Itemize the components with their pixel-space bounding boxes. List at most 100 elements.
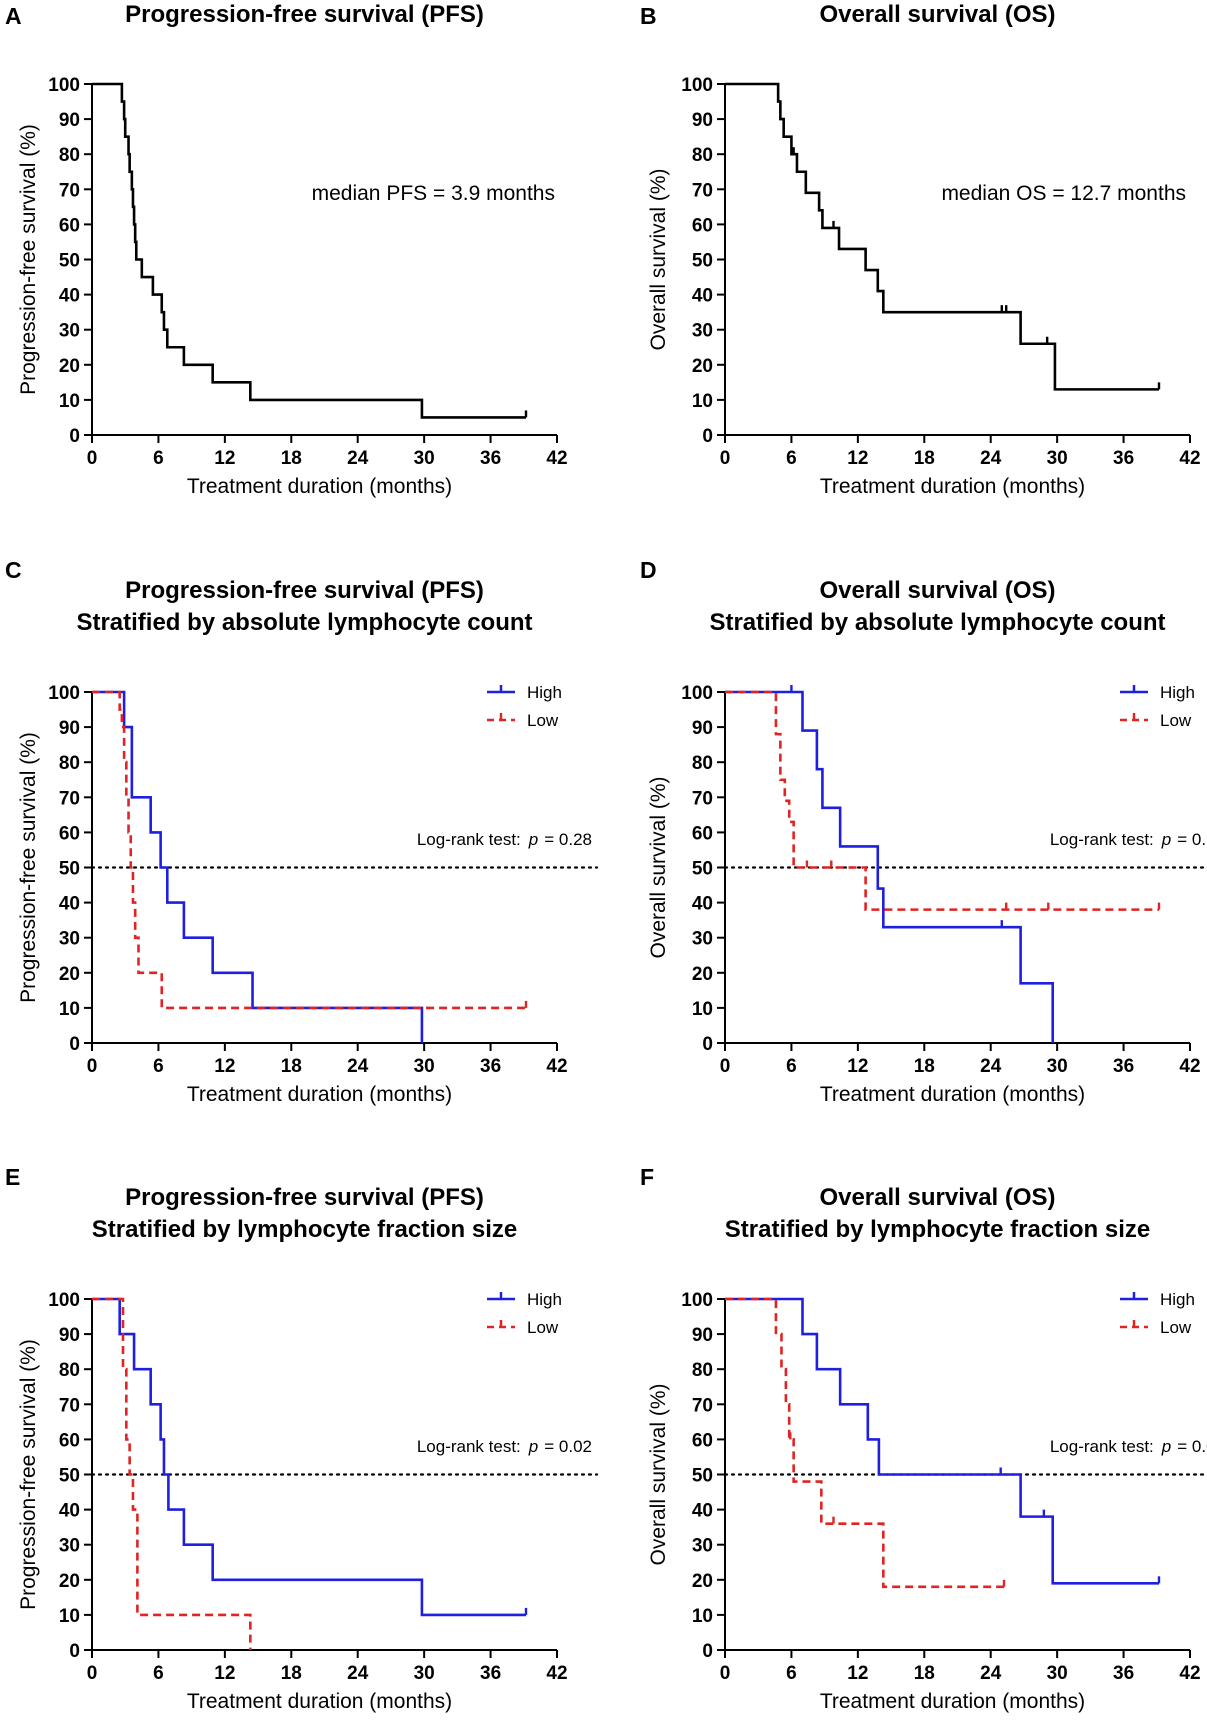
panel-letter: A xyxy=(5,3,22,29)
y-tick-label: 80 xyxy=(692,145,713,166)
y-tick-label: 70 xyxy=(59,1395,80,1416)
y-tick-label: 20 xyxy=(692,356,713,377)
y-tick-label: 20 xyxy=(59,964,80,985)
x-tick-label: 0 xyxy=(87,1663,98,1684)
y-tick-label: 80 xyxy=(692,1360,713,1381)
y-tick-label: 90 xyxy=(692,110,713,131)
legend-label: Low xyxy=(1160,1318,1192,1337)
x-tick-label: 30 xyxy=(414,1056,435,1077)
x-tick-label: 42 xyxy=(1179,1663,1200,1684)
pvalue-symbol: p xyxy=(1161,1437,1171,1456)
x-tick-label: 36 xyxy=(1113,1663,1134,1684)
pvalue-value: = 0.98 xyxy=(1177,830,1207,849)
legend-label: High xyxy=(1160,1290,1195,1309)
pvalue-prefix: Log-rank test: xyxy=(417,1437,521,1456)
x-axis-label: Treatment duration (months) xyxy=(820,1690,1085,1713)
legend-item-low: Low xyxy=(1120,1318,1192,1337)
pvalue-annotation: Log-rank test: p = 0.02 xyxy=(417,1437,592,1456)
x-tick-label: 24 xyxy=(980,1663,1002,1684)
chart-title-line: Stratified by absolute lymphocyte count xyxy=(709,609,1165,636)
y-tick-label: 100 xyxy=(681,683,713,704)
x-tick-label: 12 xyxy=(847,1056,868,1077)
pvalue-value: = 0.28 xyxy=(544,830,592,849)
panel-b: B Overall survival (OS)010203040506070809… xyxy=(640,1,1201,498)
x-axis-label: Treatment duration (months) xyxy=(820,1083,1085,1106)
y-tick-label: 60 xyxy=(692,215,713,236)
km-curve-low xyxy=(92,690,526,1010)
x-tick-label: 42 xyxy=(1179,1056,1200,1077)
panel-f: F Overall survival (OS) Stratified by lymp… xyxy=(640,1164,1207,1713)
y-tick-label: 50 xyxy=(59,1466,80,1487)
x-tick-label: 18 xyxy=(914,1056,935,1077)
y-tick-label: 60 xyxy=(59,215,80,236)
y-tick-label: 10 xyxy=(59,391,80,412)
x-tick-label: 18 xyxy=(281,448,302,469)
x-tick-label: 24 xyxy=(347,1663,369,1684)
y-axis-label: Overall survival (%) xyxy=(647,168,670,350)
y-tick-label: 0 xyxy=(69,1034,80,1055)
y-axis-label: Progression-free survival (%) xyxy=(17,1339,40,1610)
legend-label: High xyxy=(527,683,562,702)
y-tick-label: 10 xyxy=(692,391,713,412)
y-tick-label: 100 xyxy=(48,683,80,704)
x-tick-label: 12 xyxy=(214,1056,235,1077)
y-tick-label: 60 xyxy=(692,1430,713,1451)
y-tick-label: 30 xyxy=(59,929,80,950)
chart-title-line: Progression-free survival (PFS) xyxy=(125,577,484,604)
y-tick-label: 90 xyxy=(59,718,80,739)
x-axis-label: Treatment duration (months) xyxy=(187,475,452,498)
y-tick-label: 50 xyxy=(59,859,80,880)
legend-item-high: High xyxy=(1120,1290,1195,1309)
x-tick-label: 6 xyxy=(786,1663,797,1684)
y-tick-label: 100 xyxy=(48,75,80,96)
x-tick-label: 18 xyxy=(914,1663,935,1684)
legend-item-high: High xyxy=(487,1290,562,1309)
km-curve-all xyxy=(92,82,526,419)
x-tick-label: 24 xyxy=(347,448,369,469)
y-tick-label: 70 xyxy=(59,180,80,201)
median-annotation: median OS = 12.7 months xyxy=(941,182,1186,205)
x-tick-label: 18 xyxy=(281,1663,302,1684)
y-tick-label: 20 xyxy=(692,964,713,985)
y-tick-label: 0 xyxy=(702,1641,713,1662)
y-tick-label: 20 xyxy=(59,356,80,377)
x-tick-label: 0 xyxy=(720,1056,731,1077)
x-tick-label: 42 xyxy=(546,1056,567,1077)
legend-item-low: Low xyxy=(487,711,559,730)
legend-label: Low xyxy=(527,711,559,730)
chart-title-line: Stratified by lymphocyte fraction size xyxy=(92,1216,517,1243)
panel-letter: D xyxy=(640,557,657,583)
panel-letter: F xyxy=(640,1164,654,1190)
panel-e: E Progression-free survival (PFS) Stratifi… xyxy=(5,1164,599,1713)
pvalue-value: = 0.02 xyxy=(544,1437,592,1456)
median-annotation: median PFS = 3.9 months xyxy=(312,182,555,205)
y-tick-label: 60 xyxy=(692,823,713,844)
y-tick-label: 50 xyxy=(692,251,713,272)
x-tick-label: 6 xyxy=(153,448,164,469)
x-tick-label: 36 xyxy=(480,448,501,469)
x-tick-label: 24 xyxy=(980,448,1002,469)
chart-title-line: Stratified by absolute lymphocyte count xyxy=(76,609,532,636)
x-tick-label: 42 xyxy=(546,448,567,469)
y-tick-label: 70 xyxy=(692,788,713,809)
km-curve-low xyxy=(92,1297,252,1650)
y-tick-label: 0 xyxy=(702,426,713,447)
legend-item-low: Low xyxy=(1120,711,1192,730)
x-tick-label: 6 xyxy=(153,1663,164,1684)
y-tick-label: 90 xyxy=(692,1325,713,1346)
legend-label: High xyxy=(1160,683,1195,702)
panel-letter: E xyxy=(5,1164,20,1190)
x-tick-label: 18 xyxy=(914,448,935,469)
pvalue-prefix: Log-rank test: xyxy=(1050,1437,1154,1456)
y-axis-label: Progression-free survival (%) xyxy=(17,732,40,1003)
y-tick-label: 30 xyxy=(59,321,80,342)
pvalue-symbol: p xyxy=(528,830,538,849)
x-tick-label: 6 xyxy=(786,448,797,469)
legend-item-low: Low xyxy=(487,1318,559,1337)
pvalue-symbol: p xyxy=(1161,830,1171,849)
y-tick-label: 30 xyxy=(59,1536,80,1557)
x-tick-label: 36 xyxy=(480,1056,501,1077)
x-axis-label: Treatment duration (months) xyxy=(187,1083,452,1106)
x-tick-label: 24 xyxy=(347,1056,369,1077)
y-tick-label: 30 xyxy=(692,321,713,342)
